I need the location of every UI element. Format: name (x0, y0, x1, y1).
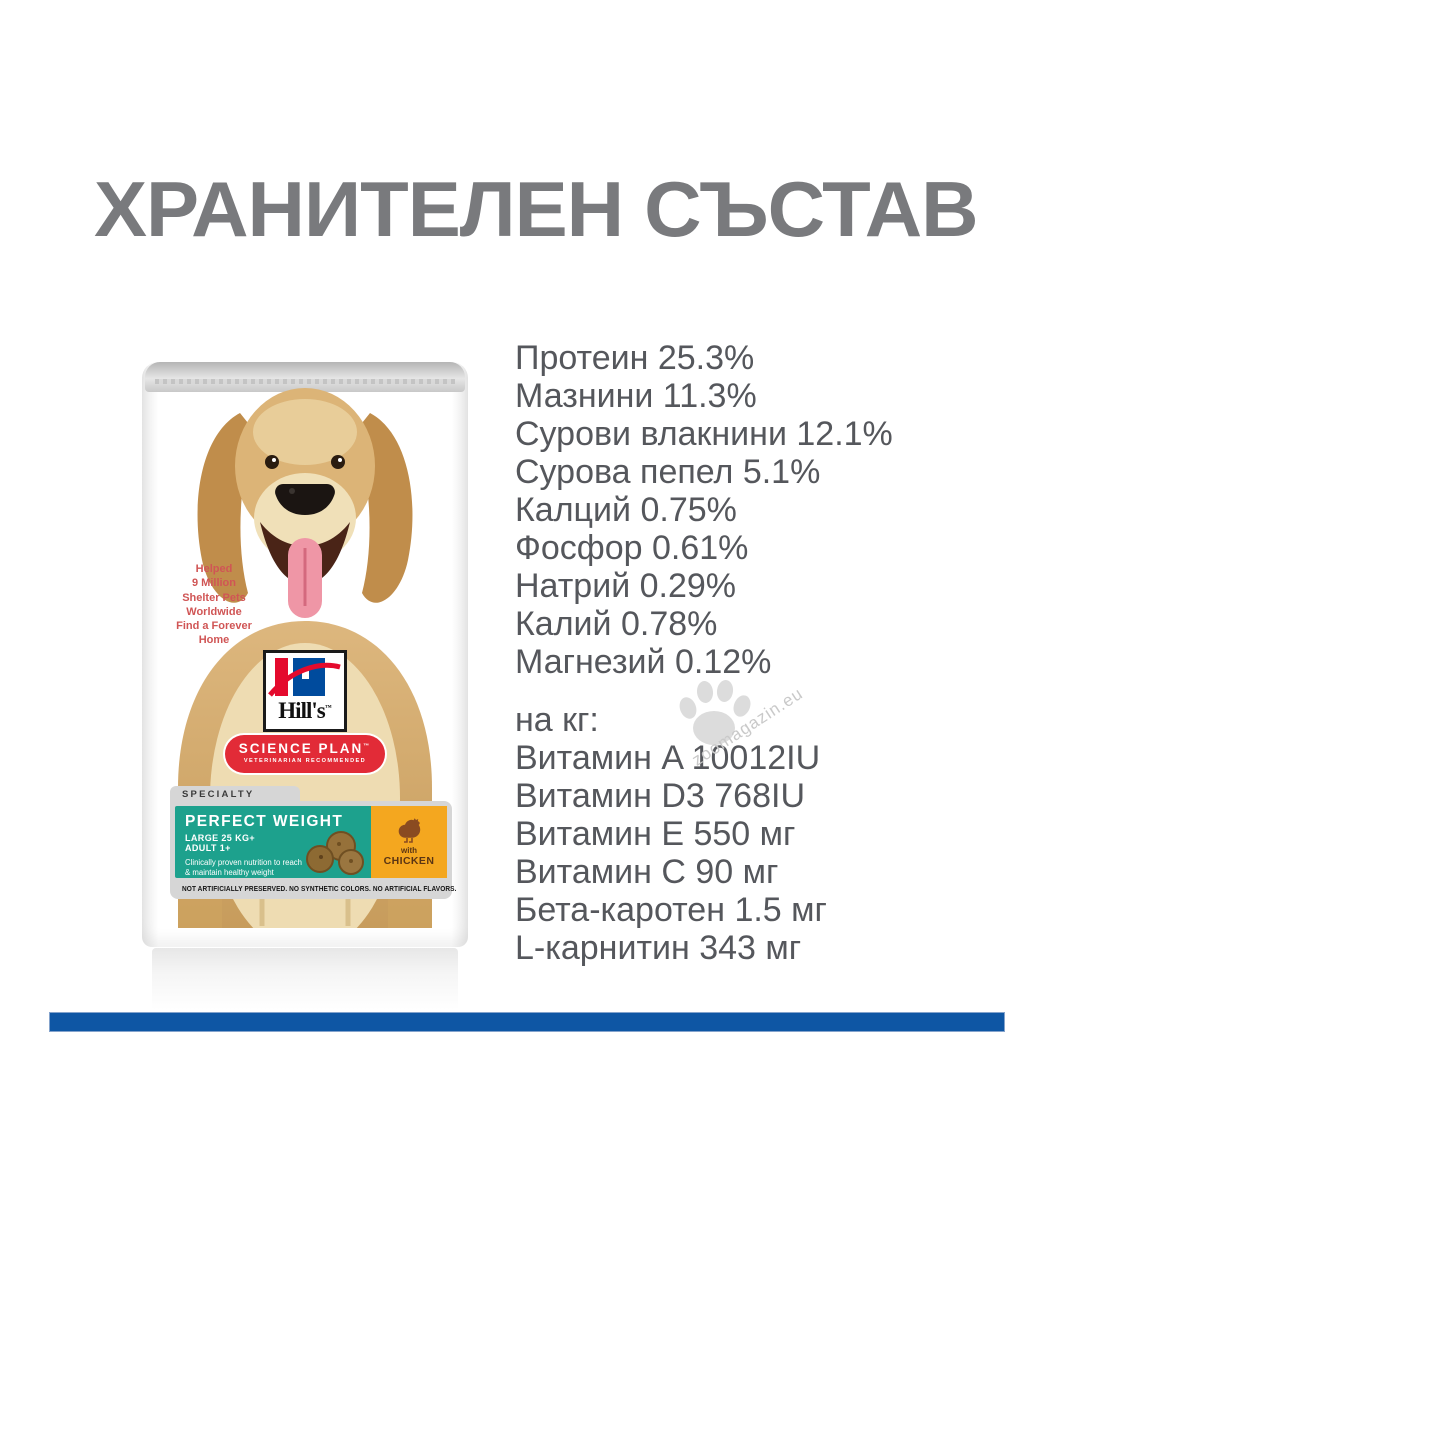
nutrient-line: Протеин 25.3% (515, 339, 755, 377)
product-label: SPECIALTY PERFECT WEIGHT LARGE 25 KG+ AD… (170, 786, 456, 900)
nutrient-line: Калций 0.75% (515, 491, 737, 529)
size-label: LARGE 25 KG+ (185, 833, 256, 843)
age-label: ADULT 1+ (185, 843, 231, 853)
chicken-icon (398, 818, 421, 843)
bag-seal (145, 362, 465, 392)
product-bag: Helped 9 Million Shelter Pets Worldwide … (142, 362, 468, 947)
flavor-panel: with CHICKEN (371, 806, 447, 878)
flavor-prefix: with (401, 846, 417, 855)
accent-bar (49, 1012, 1005, 1032)
disclaimer-text: NOT ARTIFICIALLY PRESERVED. NO SYNTHETIC… (182, 885, 457, 893)
nutrient-line: Витамин D3 768IU (515, 777, 805, 815)
dog-photo (178, 388, 432, 928)
hills-logo: Hill's™ (263, 650, 347, 732)
specialty-tab: SPECIALTY (170, 786, 300, 803)
paw-watermark-icon (679, 680, 751, 745)
science-plan-banner: SCIENCE PLAN™ VETERINARIAN RECOMMENDED (225, 735, 385, 773)
nutrient-line: Калий 0.78% (515, 605, 718, 643)
charity-note: Helped 9 Million Shelter Pets Worldwide … (176, 563, 252, 647)
per-kg-values: Витамин A 10012IU Витамин D3 768IU Витамин… (515, 739, 893, 967)
hills-wordmark: Hill's™ (278, 698, 332, 723)
nutrient-line: Натрий 0.29% (515, 567, 737, 605)
nutrient-line: Мазнини 11.3% (515, 377, 757, 415)
nutrition-list: Протеин 25.3% Мазнини 11.3% Сурови влакнин… (515, 339, 893, 967)
nutrient-line: Сурови влакнини 12.1% (515, 415, 893, 453)
nutrient-line: Витамин C 90 мг (515, 853, 779, 891)
product-panel: PERFECT WEIGHT LARGE 25 KG+ ADULT 1+ Cli… (175, 806, 371, 878)
kibble-graphic (306, 831, 364, 875)
range-subtitle: VETERINARIAN RECOMMENDED (243, 758, 367, 764)
nutrient-line: L-карнитин 343 мг (515, 929, 802, 967)
per-kg-section: на кг: Витамин A 10012IU Витамин D3 768IU… (515, 701, 893, 967)
page-title: ХРАНИТЕЛЕН СЪСТАВ (94, 165, 979, 253)
label-main: PERFECT WEIGHT LARGE 25 KG+ ADULT 1+ Cli… (170, 801, 456, 900)
hills-emblem-icon (268, 658, 341, 697)
nutrient-line: Бета-каротен 1.5 мг (515, 891, 827, 929)
nutrient-line: Сурова пепел 5.1% (515, 453, 821, 491)
nutrient-line: Фосфор 0.61% (515, 529, 749, 567)
bag-reflection (152, 948, 458, 1010)
per-kg-label: на кг: (515, 701, 599, 739)
product-claim: Clinically proven nutrition to reach & m… (185, 858, 303, 878)
range-name: SCIENCE PLAN™ (238, 741, 372, 756)
nutrient-line: Витамин E 550 мг (515, 815, 796, 853)
guaranteed-analysis: Протеин 25.3% Мазнини 11.3% Сурови влакнин… (515, 339, 893, 681)
nutrient-line: Магнезий 0.12% (515, 643, 772, 681)
disclaimer-row: NOT ARTIFICIALLY PRESERVED. NO SYNTHETIC… (175, 878, 456, 900)
nutrient-line: Витамин A 10012IU (515, 739, 821, 777)
flavor-name: CHICKEN (383, 855, 435, 867)
product-name: PERFECT WEIGHT (185, 813, 344, 830)
